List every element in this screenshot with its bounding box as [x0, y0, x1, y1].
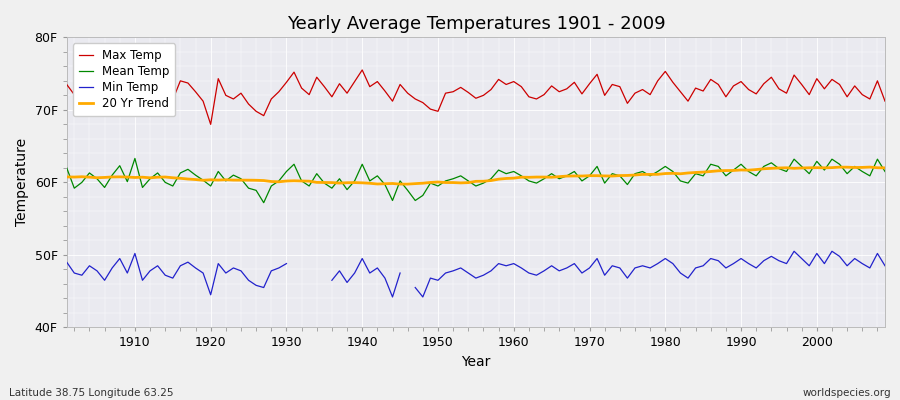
Max Temp	[879, 99, 890, 104]
20 Yr Trend	[289, 178, 300, 183]
Max Temp	[524, 94, 535, 99]
X-axis label: Year: Year	[461, 355, 491, 369]
Max Temp	[349, 79, 360, 84]
Min Temp	[508, 261, 519, 266]
Min Temp	[61, 260, 72, 264]
Mean Temp	[304, 184, 315, 188]
20 Yr Trend	[864, 165, 875, 170]
Mean Temp	[130, 156, 140, 161]
20 Yr Trend	[334, 181, 345, 186]
Min Temp	[879, 263, 890, 268]
Mean Temp	[524, 178, 535, 183]
Line: 20 Yr Trend: 20 Yr Trend	[67, 167, 885, 184]
Min Temp	[122, 271, 132, 276]
20 Yr Trend	[122, 175, 132, 180]
Min Temp	[516, 266, 526, 270]
Max Temp	[516, 84, 526, 89]
Text: worldspecies.org: worldspecies.org	[803, 388, 891, 398]
Line: Min Temp: Min Temp	[67, 251, 885, 297]
Mean Temp	[258, 200, 269, 205]
20 Yr Trend	[61, 174, 72, 179]
Mean Temp	[879, 169, 890, 174]
Max Temp	[130, 68, 140, 72]
Line: Mean Temp: Mean Temp	[67, 158, 885, 203]
Mean Temp	[349, 178, 360, 183]
20 Yr Trend	[879, 166, 890, 170]
Min Temp	[342, 280, 353, 285]
Text: Latitude 38.75 Longitude 63.25: Latitude 38.75 Longitude 63.25	[9, 388, 174, 398]
Max Temp	[615, 84, 626, 89]
20 Yr Trend	[508, 176, 519, 180]
Max Temp	[122, 90, 132, 95]
20 Yr Trend	[607, 174, 617, 178]
Max Temp	[304, 92, 315, 97]
Legend: Max Temp, Mean Temp, Min Temp, 20 Yr Trend: Max Temp, Mean Temp, Min Temp, 20 Yr Tre…	[73, 43, 176, 116]
20 Yr Trend	[516, 175, 526, 180]
20 Yr Trend	[395, 182, 406, 186]
Title: Yearly Average Temperatures 1901 - 2009: Yearly Average Temperatures 1901 - 2009	[286, 15, 665, 33]
Max Temp	[205, 122, 216, 127]
Mean Temp	[615, 174, 626, 178]
Max Temp	[61, 82, 72, 87]
Min Temp	[607, 263, 617, 268]
Mean Temp	[61, 166, 72, 170]
Mean Temp	[122, 179, 132, 184]
Mean Temp	[516, 174, 526, 178]
Y-axis label: Temperature: Temperature	[15, 138, 29, 226]
Line: Max Temp: Max Temp	[67, 70, 885, 124]
